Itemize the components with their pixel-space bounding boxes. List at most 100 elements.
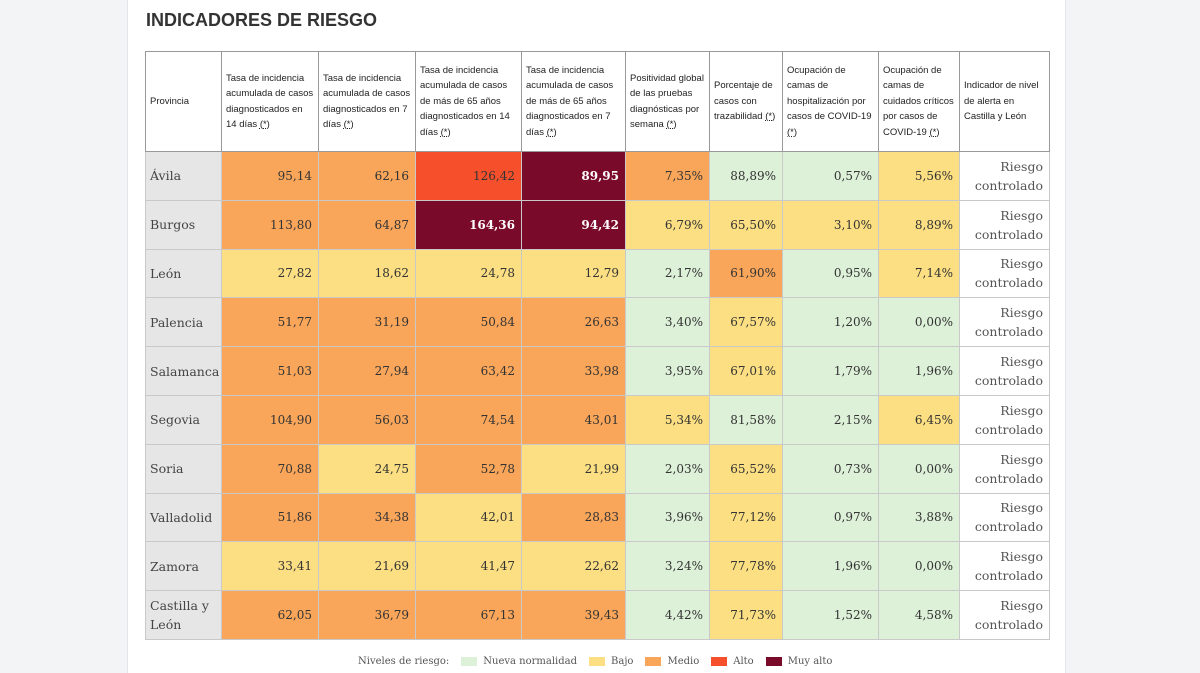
indicator-cell: 22,62 [521,541,626,592]
indicator-cell: 42,01 [415,492,522,543]
indicator-cell: 88,89% [709,151,783,201]
legend-item-label: Bajo [611,656,634,667]
indicator-cell: 51,86 [221,492,319,543]
indicator-cell: 94,42 [521,199,626,250]
column-header: Tasa de incidencia acumulada de casos de… [521,51,626,152]
page-title: INDICADORES DE RIESGO [146,10,378,30]
indicator-cell: 7,14% [878,248,960,299]
indicator-cell: 12,79 [521,248,626,299]
table-row: Burgos 113,80 64,87 164,36 94,42 6,79% 65,50% 3… [145,199,1050,250]
note-link[interactable]: (*) [440,126,451,138]
column-header: Positividad global de las pruebas diagnó… [625,51,710,152]
indicator-cell: 52,78 [415,443,522,494]
table-body: Ávila 95,14 62,16 126,42 89,95 7,35% 88,89% 0,5… [145,151,1050,640]
legend-item-label: Muy alto [787,656,833,667]
column-header-label: Indicador de nivel de alerta en Castilla… [964,80,1039,123]
indicator-cell: 1,96% [878,346,960,396]
column-header: Indicador de nivel de alerta en Castilla… [959,51,1050,152]
indicator-cell: 0,95% [782,248,879,299]
alert-level-cell: Riesgo controlado [959,590,1050,640]
indicator-cell: 2,15% [782,394,879,445]
column-header-label: Provincia [150,95,190,107]
risk-indicators-table: Provincia Tasa de incidencia acumulada de… [145,51,1050,640]
indicator-cell: 4,58% [878,590,960,640]
indicator-cell: 50,84 [415,297,522,348]
indicator-cell: 33,41 [221,541,319,592]
table-header-row: Provincia Tasa de incidencia acumulada de… [145,51,1050,152]
indicator-cell: 3,40% [625,297,710,348]
indicator-cell: 113,80 [221,199,319,250]
indicator-cell: 62,16 [318,151,416,201]
indicator-cell: 67,13 [415,590,522,640]
legend-swatch [765,657,782,666]
indicator-cell: 24,78 [415,248,522,299]
column-header-label: Ocupación de camas de hospitalización po… [787,64,872,123]
legend-label: Niveles de riesgo: [358,656,450,667]
table-row: Zamora 33,41 21,69 41,47 22,62 3,24% 77,78% 1,9… [145,541,1050,592]
indicator-cell: 63,42 [415,346,522,396]
indicator-cell: 3,24% [625,541,710,592]
indicator-cell: 51,77 [221,297,319,348]
indicator-cell: 65,52% [709,443,783,494]
indicator-cell: 8,89% [878,199,960,250]
indicator-cell: 71,73% [709,590,783,640]
indicator-cell: 1,20% [782,297,879,348]
table-row: León 27,82 18,62 24,78 12,79 2,17% 61,90% 0,95%… [145,248,1050,299]
column-header-label: Positividad global de las pruebas diagnó… [630,72,704,131]
indicator-cell: 0,00% [878,297,960,348]
column-header: Tasa de incidencia acumulada de casos di… [318,51,416,152]
indicator-cell: 33,98 [521,346,626,396]
indicator-cell: 27,94 [318,346,416,396]
note-link[interactable]: (*) [259,119,270,130]
province-cell: Valladolid [145,492,222,543]
indicator-cell: 62,05 [221,590,319,640]
note-link[interactable]: (*) [929,126,940,138]
indicator-cell: 0,57% [782,151,879,201]
alert-level-cell: Riesgo controlado [959,541,1050,592]
indicator-cell: 67,57% [709,297,783,348]
indicator-cell: 28,83 [521,492,626,543]
column-header-label: Tasa de incidencia acumulada de casos di… [226,72,314,131]
note-link[interactable]: (*) [343,119,354,130]
note-link[interactable]: (*) [666,119,677,130]
indicator-cell: 67,01% [709,346,783,396]
table-row: Ávila 95,14 62,16 126,42 89,95 7,35% 88,89% 0,5… [145,151,1050,201]
indicator-cell: 41,47 [415,541,522,592]
indicator-cell: 5,56% [878,151,960,201]
province-cell: Ávila [145,151,222,201]
indicator-cell: 0,73% [782,443,879,494]
indicator-cell: 7,35% [625,151,710,201]
indicator-cell: 21,69 [318,541,416,592]
note-link[interactable]: (*) [787,126,798,138]
column-header: Tasa de incidencia acumulada de casos di… [221,51,319,152]
column-header: Tasa de incidencia acumulada de casos de… [415,51,522,152]
indicator-cell: 77,12% [709,492,783,543]
indicator-cell: 24,75 [318,443,416,494]
table-row: Valladolid 51,86 34,38 42,01 28,83 3,96% 77,12… [145,492,1050,543]
alert-level-cell: Riesgo controlado [959,492,1050,543]
indicator-cell: 0,97% [782,492,879,543]
indicator-cell: 0,00% [878,443,960,494]
risk-legend: Niveles de riesgo: Nueva normalidad Bajo M… [358,656,832,667]
alert-level-cell: Riesgo controlado [959,297,1050,348]
indicator-cell: 3,88% [878,492,960,543]
indicator-cell: 3,10% [782,199,879,250]
indicator-cell: 36,79 [318,590,416,640]
indicator-cell: 1,96% [782,541,879,592]
indicator-cell: 0,00% [878,541,960,592]
province-cell: Zamora [145,541,222,592]
indicator-cell: 77,78% [709,541,783,592]
column-header-label: Tasa de incidencia acumulada de casos de… [526,64,614,138]
indicator-cell: 64,87 [318,199,416,250]
province-cell: Burgos [145,199,222,250]
indicator-cell: 4,42% [625,590,710,640]
indicator-cell: 34,38 [318,492,416,543]
column-header: Ocupación de camas de hospitalización po… [782,51,879,152]
note-link[interactable]: (*) [765,111,776,123]
note-link[interactable]: (*) [546,126,557,138]
indicator-cell: 39,43 [521,590,626,640]
legend-swatch [589,657,606,666]
column-header: Ocupación de camas de cuidados críticos … [878,51,960,152]
legend-item-label: Medio [667,656,700,667]
indicator-cell: 31,19 [318,297,416,348]
